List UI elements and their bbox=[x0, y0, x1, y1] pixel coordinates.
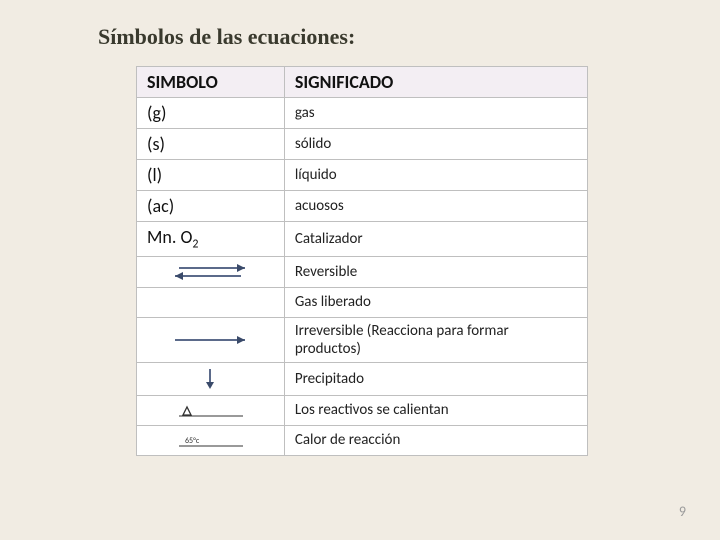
table-row: Reversible bbox=[137, 256, 588, 287]
heat-65c-label: 65°c bbox=[185, 436, 200, 446]
table-row: Irreversible (Reacciona para formar prod… bbox=[137, 317, 588, 362]
table-row: Mn. O2 Catalizador bbox=[137, 222, 588, 257]
meaning-cell: Catalizador bbox=[284, 222, 587, 257]
table-row: (ac) acuosos bbox=[137, 191, 588, 222]
heat-65c-icon: 65°c bbox=[165, 430, 255, 450]
page-number: 9 bbox=[679, 503, 686, 520]
heat-triangle-icon bbox=[165, 400, 255, 420]
meaning-cell: gas bbox=[284, 98, 587, 129]
symbol-precipitate bbox=[137, 362, 285, 395]
meaning-cell: Gas liberado bbox=[284, 287, 587, 317]
symbol-mno2: Mn. O2 bbox=[137, 222, 285, 257]
symbol-l: (l) bbox=[137, 160, 285, 191]
precipitate-arrow-icon bbox=[195, 367, 225, 391]
symbol-heat-65c: 65°c bbox=[137, 425, 285, 455]
symbol-g: (g) bbox=[137, 98, 285, 129]
page-title: Símbolos de las ecuaciones: bbox=[98, 24, 355, 50]
symbols-table-container: SIMBOLO SIGNIFICADO (g) gas (s) sólido (… bbox=[136, 66, 588, 456]
meaning-cell: líquido bbox=[284, 160, 587, 191]
symbol-irreversible bbox=[137, 317, 285, 362]
symbol-mno2-base: Mn. O bbox=[147, 226, 192, 248]
table-row: (l) líquido bbox=[137, 160, 588, 191]
meaning-cell: Calor de reacción bbox=[284, 425, 587, 455]
table-row: 65°c Calor de reacción bbox=[137, 425, 588, 455]
table-row: Precipitado bbox=[137, 362, 588, 395]
symbols-table: SIMBOLO SIGNIFICADO (g) gas (s) sólido (… bbox=[136, 66, 588, 456]
reversible-arrows-icon bbox=[165, 261, 255, 283]
symbol-ac: (ac) bbox=[137, 191, 285, 222]
meaning-cell: Irreversible (Reacciona para formar prod… bbox=[284, 317, 587, 362]
symbol-gas-liberated bbox=[137, 287, 285, 317]
symbol-s: (s) bbox=[137, 129, 285, 160]
meaning-cell: Los reactivos se calientan bbox=[284, 395, 587, 425]
irreversible-arrow-icon bbox=[165, 332, 255, 348]
meaning-cell: acuosos bbox=[284, 191, 587, 222]
table-row: Gas liberado bbox=[137, 287, 588, 317]
table-row: (s) sólido bbox=[137, 129, 588, 160]
header-symbol: SIMBOLO bbox=[137, 67, 285, 98]
symbol-heat bbox=[137, 395, 285, 425]
meaning-cell: Precipitado bbox=[284, 362, 587, 395]
table-row: Los reactivos se calientan bbox=[137, 395, 588, 425]
meaning-cell: sólido bbox=[284, 129, 587, 160]
table-header-row: SIMBOLO SIGNIFICADO bbox=[137, 67, 588, 98]
symbol-reversible bbox=[137, 256, 285, 287]
meaning-cell: Reversible bbox=[284, 256, 587, 287]
symbol-mno2-sub: 2 bbox=[192, 238, 198, 252]
table-row: (g) gas bbox=[137, 98, 588, 129]
header-meaning: SIGNIFICADO bbox=[284, 67, 587, 98]
